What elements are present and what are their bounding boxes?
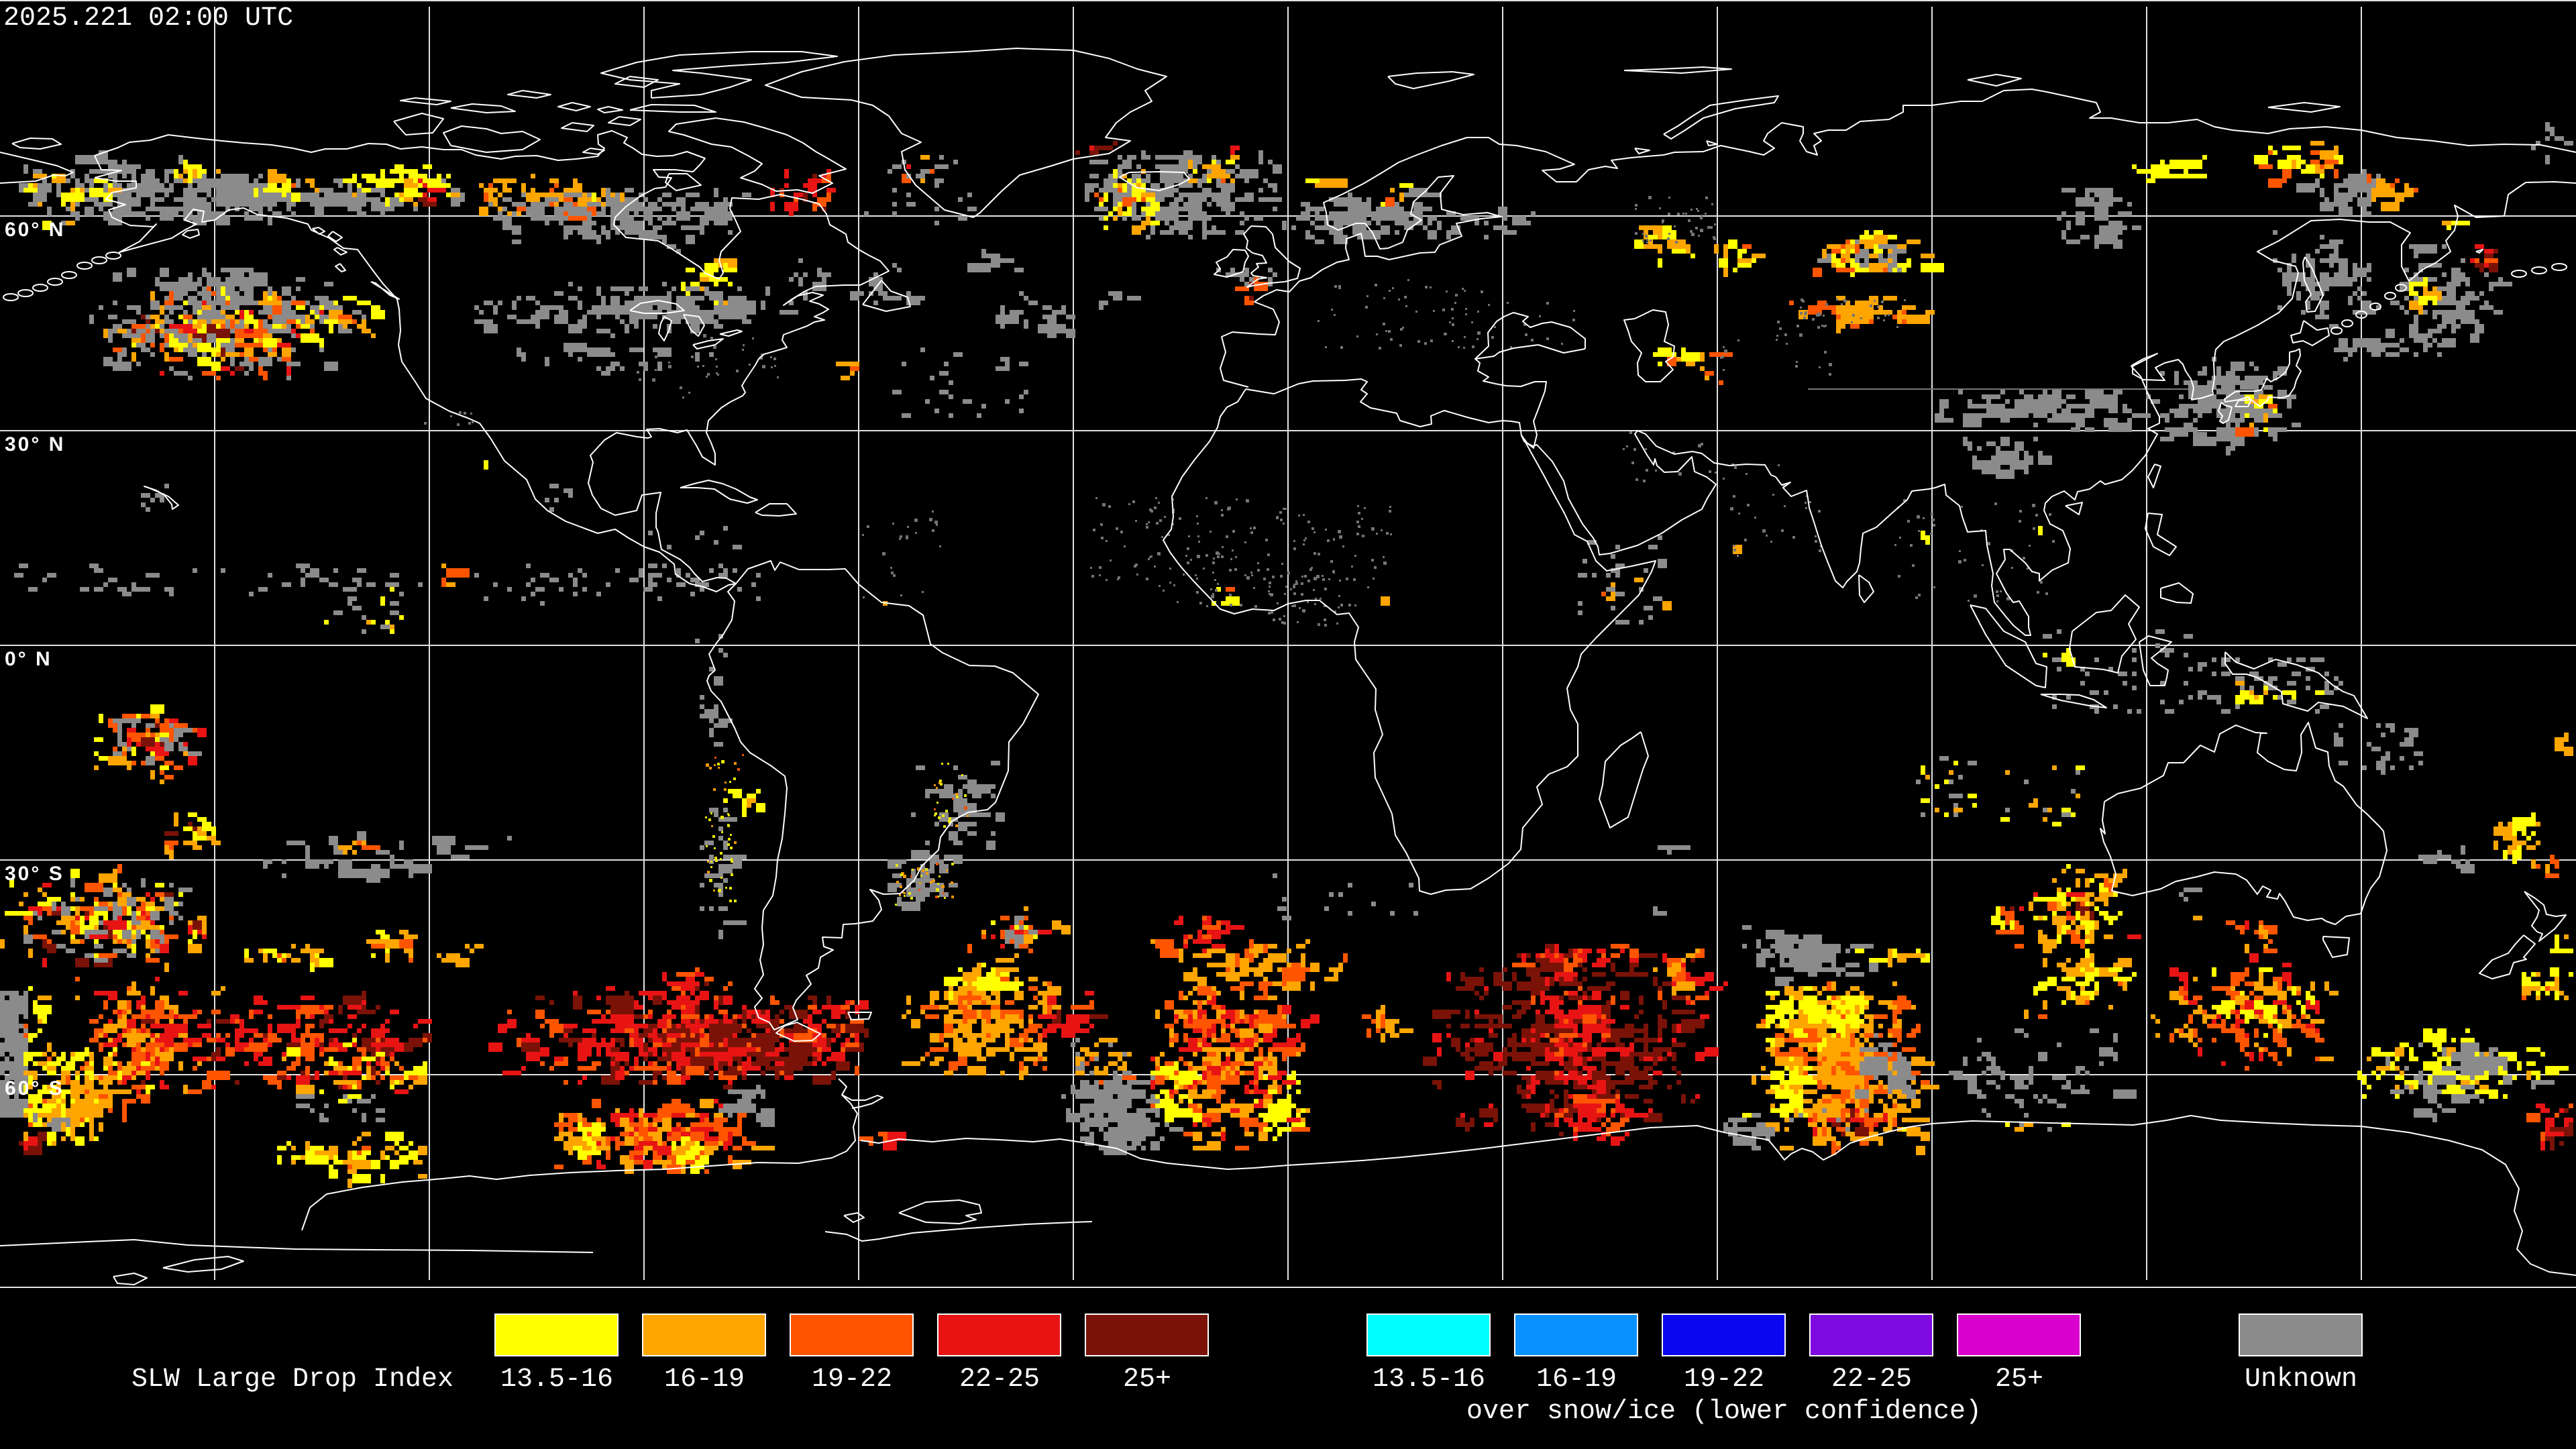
svg-text:Unknown: Unknown — [2245, 1364, 2357, 1395]
svg-text:22-25: 22-25 — [1831, 1364, 1912, 1395]
svg-text:60° S: 60° S — [5, 1077, 64, 1099]
svg-text:19-22: 19-22 — [1684, 1364, 1764, 1395]
svg-text:19-22: 19-22 — [812, 1364, 892, 1395]
svg-text:30° S: 30° S — [5, 863, 64, 885]
svg-text:over snow/ice (lower confidenc: over snow/ice (lower confidence) — [1466, 1397, 1982, 1427]
svg-text:0° N: 0° N — [5, 648, 52, 670]
svg-text:25+: 25+ — [1123, 1364, 1171, 1395]
svg-text:16-19: 16-19 — [664, 1364, 745, 1395]
svg-text:30° N: 30° N — [5, 433, 65, 455]
svg-text:60° N: 60° N — [5, 219, 65, 241]
svg-text:SLW Large Drop Index: SLW Large Drop Index — [131, 1364, 453, 1395]
svg-text:25+: 25+ — [1995, 1364, 2043, 1395]
svg-text:2025.221 02:00 UTC: 2025.221 02:00 UTC — [3, 3, 293, 34]
svg-text:13.5-16: 13.5-16 — [1373, 1364, 1485, 1395]
svg-text:13.5-16: 13.5-16 — [500, 1364, 613, 1395]
svg-text:22-25: 22-25 — [959, 1364, 1040, 1395]
svg-text:16-19: 16-19 — [1536, 1364, 1617, 1395]
